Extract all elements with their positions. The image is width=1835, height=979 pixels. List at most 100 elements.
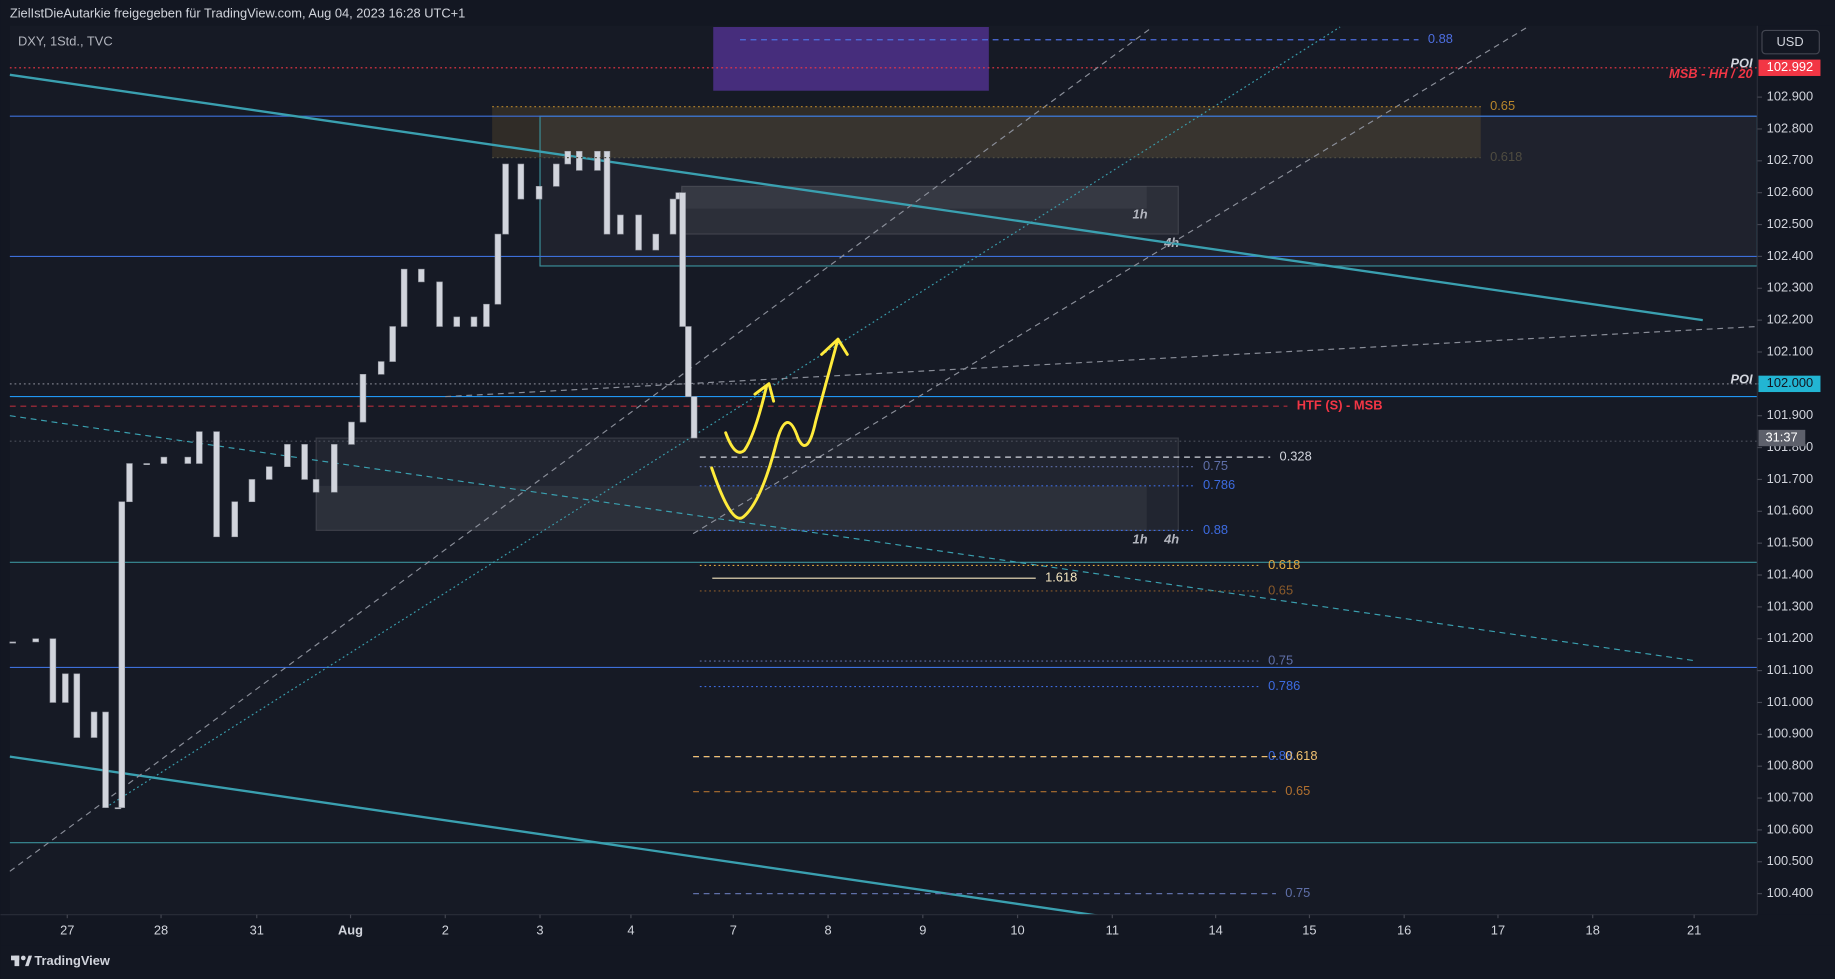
candle — [126, 463, 133, 503]
x-tick-label: 27 — [60, 922, 74, 937]
x-tick-label: 28 — [154, 922, 168, 937]
trend-line — [445, 325, 1758, 398]
plot-area — [9, 25, 1758, 915]
y-tick-label: 102.300 — [1767, 280, 1813, 295]
fib-label: 0.328 — [1280, 449, 1312, 464]
price-badge — [1758, 375, 1821, 393]
arrow-stroke — [724, 384, 769, 454]
candle — [553, 163, 560, 187]
y-tick-label: 102.400 — [1767, 248, 1813, 263]
candle — [617, 214, 624, 235]
candle — [635, 214, 642, 251]
candle — [73, 673, 81, 738]
axis-labels: 100.400 100.500 100.600 100.700 100.800 100.9… — [60, 59, 1821, 937]
countdown: 31:37 — [1765, 429, 1797, 444]
candle — [49, 638, 57, 703]
y-tick-label: 102.600 — [1767, 184, 1813, 199]
trend-line — [9, 26, 1153, 872]
x-tick-label: 7 — [730, 922, 737, 937]
y-tick-label: 102.900 — [1767, 88, 1813, 103]
x-tick-label: 9 — [919, 922, 926, 937]
y-tick-label: 100.900 — [1767, 726, 1813, 741]
x-tick-label: Aug — [338, 922, 363, 937]
candle — [400, 268, 408, 327]
candle — [118, 501, 126, 808]
candle — [576, 150, 583, 171]
x-tick-label: 18 — [1586, 922, 1600, 937]
hand-drawn-arrows — [710, 337, 849, 520]
arrow-stroke — [710, 337, 840, 520]
fib-label: 0.786 — [1203, 477, 1235, 492]
fib-label: 0.88 — [1203, 522, 1228, 537]
candle — [502, 163, 509, 235]
candle — [470, 316, 478, 327]
fib-label: 0.65 — [1268, 582, 1293, 597]
candle — [284, 444, 291, 467]
candle — [331, 444, 338, 493]
fib-label: 0.786 — [1268, 678, 1300, 693]
y-tick-label: 101.100 — [1767, 662, 1813, 677]
fib-label: 0.75 — [1268, 652, 1293, 667]
candle — [62, 673, 69, 703]
fib-levels: 0.880.650.6180.3280.750.7860.880.6181.61… — [492, 31, 1522, 900]
candle — [679, 192, 686, 327]
y-tick-label: 101.700 — [1767, 471, 1813, 486]
level-label: POI — [1730, 372, 1753, 387]
x-tick-label: 31 — [250, 922, 264, 937]
zone — [681, 185, 1179, 235]
x-tick-label: 2 — [442, 922, 449, 937]
candle — [196, 431, 203, 464]
candle — [685, 326, 692, 397]
x-tick-label: 14 — [1208, 922, 1222, 937]
candle — [160, 456, 168, 464]
x-tick-label: 21 — [1687, 922, 1701, 937]
shared-by: ZielIstDieAutarkie freigegeben für Tradi… — [10, 5, 465, 20]
logo-part — [25, 955, 33, 967]
currency-box[interactable] — [1761, 29, 1820, 55]
trend-line — [9, 755, 1101, 918]
fib-label: 0.618 — [1268, 557, 1300, 572]
y-tick-label: 101.500 — [1767, 535, 1813, 550]
x-tick-label: 10 — [1010, 922, 1024, 937]
y-tick-label: 102.800 — [1767, 120, 1813, 135]
candle — [114, 807, 122, 810]
y-tick-label: 100.400 — [1767, 885, 1813, 900]
candle — [652, 233, 660, 251]
zone-label: 1h — [1133, 206, 1148, 221]
y-tick-label: 101.000 — [1767, 694, 1813, 709]
candle — [213, 431, 220, 538]
fib-label: 0.65 — [1490, 98, 1515, 113]
x-tick-label: 8 — [824, 922, 831, 937]
candle — [377, 361, 385, 375]
y-tick-label: 100.600 — [1767, 821, 1813, 836]
trend-line — [9, 73, 1703, 322]
x-tick-label: 3 — [536, 922, 543, 937]
candle — [184, 456, 192, 464]
time-axis — [0, 914, 1835, 946]
candle — [535, 186, 543, 200]
logo-part — [14, 955, 20, 967]
candle — [453, 316, 460, 327]
y-tick-label: 101.200 — [1767, 630, 1813, 645]
fib-label: 0.75 — [1203, 458, 1228, 473]
fib-label: 0.75 — [1285, 885, 1310, 900]
fib-label: 0.618 — [1285, 748, 1317, 763]
price-badge — [1758, 59, 1821, 76]
candle — [301, 444, 308, 480]
fib-label: 0.618 — [1490, 149, 1522, 164]
x-tick-label: 17 — [1491, 922, 1505, 937]
zone — [316, 485, 1147, 531]
candle — [265, 466, 273, 480]
candle — [603, 150, 611, 235]
price-axis — [1757, 25, 1835, 915]
candle — [359, 374, 367, 423]
currency[interactable]: USD — [1776, 34, 1803, 49]
candle — [517, 163, 525, 200]
candle — [231, 501, 238, 538]
candle — [494, 233, 502, 305]
candle — [143, 463, 150, 465]
candle — [483, 303, 490, 327]
footer — [0, 945, 1835, 979]
candle — [312, 479, 320, 493]
